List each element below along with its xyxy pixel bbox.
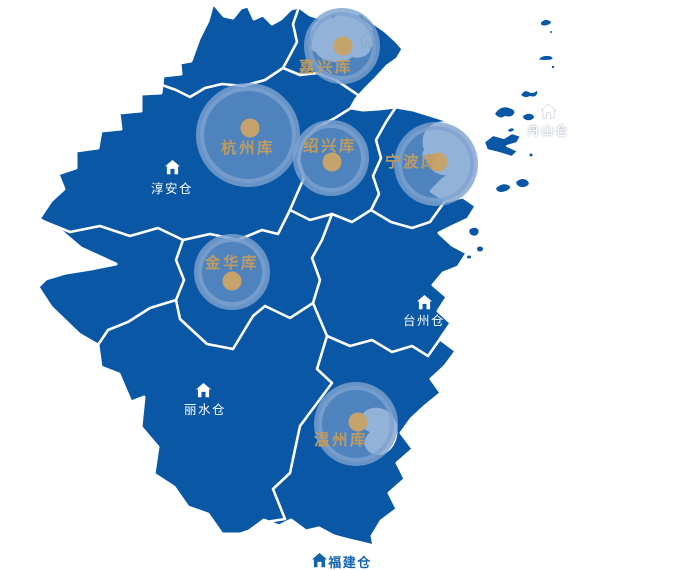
house-warehouse-icon[interactable] bbox=[540, 103, 557, 119]
border-line bbox=[310, 212, 334, 305]
warehouse-label: 台州仓 bbox=[403, 313, 445, 328]
warehouse-marker-fujian[interactable]: 福建仓 bbox=[312, 553, 372, 570]
border-line bbox=[311, 301, 329, 338]
island-shape bbox=[494, 182, 513, 194]
gold-dot-icon[interactable] bbox=[348, 412, 368, 432]
border-line bbox=[281, 5, 301, 70]
gold-dot-icon[interactable] bbox=[240, 118, 260, 138]
warehouse-marker-zhoushan[interactable]: 舟山仓 bbox=[527, 103, 569, 138]
border-line bbox=[369, 105, 398, 212]
island-shape bbox=[536, 53, 555, 62]
store-label: 绍兴库 bbox=[303, 136, 357, 155]
border-line bbox=[369, 199, 447, 230]
store-marker-wenzhou[interactable]: 温州库 bbox=[314, 382, 398, 466]
island-shape bbox=[548, 29, 554, 35]
islands bbox=[465, 17, 557, 261]
island-shape bbox=[539, 17, 553, 28]
border-line bbox=[264, 334, 334, 524]
warehouse-marker-lishui[interactable]: 丽水仓 bbox=[184, 383, 226, 417]
island-shape bbox=[475, 244, 485, 254]
store-label: 宁波库 bbox=[385, 152, 439, 171]
gold-dot-icon[interactable] bbox=[333, 36, 353, 56]
store-marker-jiaxing[interactable]: 嘉兴库 bbox=[298, 8, 380, 84]
border-line bbox=[96, 298, 178, 347]
island-shape bbox=[465, 253, 473, 261]
island-shape bbox=[527, 151, 535, 159]
border-line bbox=[174, 238, 186, 302]
island-shape bbox=[493, 105, 517, 120]
island-shape bbox=[514, 177, 531, 190]
island-shape bbox=[506, 126, 516, 134]
store-marker-shaoxing[interactable]: 绍兴库 bbox=[293, 120, 369, 196]
border-line bbox=[325, 334, 442, 358]
island-shape bbox=[521, 111, 536, 123]
warehouse-marker-chunan[interactable]: 淳安仓 bbox=[151, 160, 193, 196]
warehouse-label: 福建仓 bbox=[327, 555, 372, 570]
store-label: 金华库 bbox=[204, 253, 259, 272]
store-marker-ningbo[interactable]: 宁波库 bbox=[385, 122, 478, 206]
border-line bbox=[160, 66, 285, 99]
gold-dot-icon[interactable] bbox=[428, 152, 448, 172]
store-marker-hangzhou[interactable]: 杭州库 bbox=[196, 83, 300, 187]
island-shape bbox=[549, 63, 557, 71]
store-label: 温州库 bbox=[314, 430, 368, 449]
gold-dot-icon[interactable] bbox=[322, 152, 342, 172]
warehouse-label: 淳安仓 bbox=[151, 181, 193, 196]
store-label: 嘉兴库 bbox=[298, 57, 353, 76]
gold-dot-icon[interactable] bbox=[222, 271, 242, 291]
store-marker-jinhua[interactable]: 金华库 bbox=[194, 234, 270, 310]
house-warehouse-icon[interactable] bbox=[312, 553, 327, 568]
island-shape bbox=[483, 132, 522, 158]
island-shape bbox=[519, 89, 540, 100]
island-shape bbox=[467, 225, 481, 238]
warehouse-marker-taizhou[interactable]: 台州仓 bbox=[403, 295, 445, 328]
store-label: 杭州库 bbox=[221, 138, 275, 157]
border-line bbox=[174, 298, 315, 351]
warehouse-label: 舟山仓 bbox=[527, 124, 569, 138]
warehouse-label: 丽水仓 bbox=[184, 403, 226, 417]
